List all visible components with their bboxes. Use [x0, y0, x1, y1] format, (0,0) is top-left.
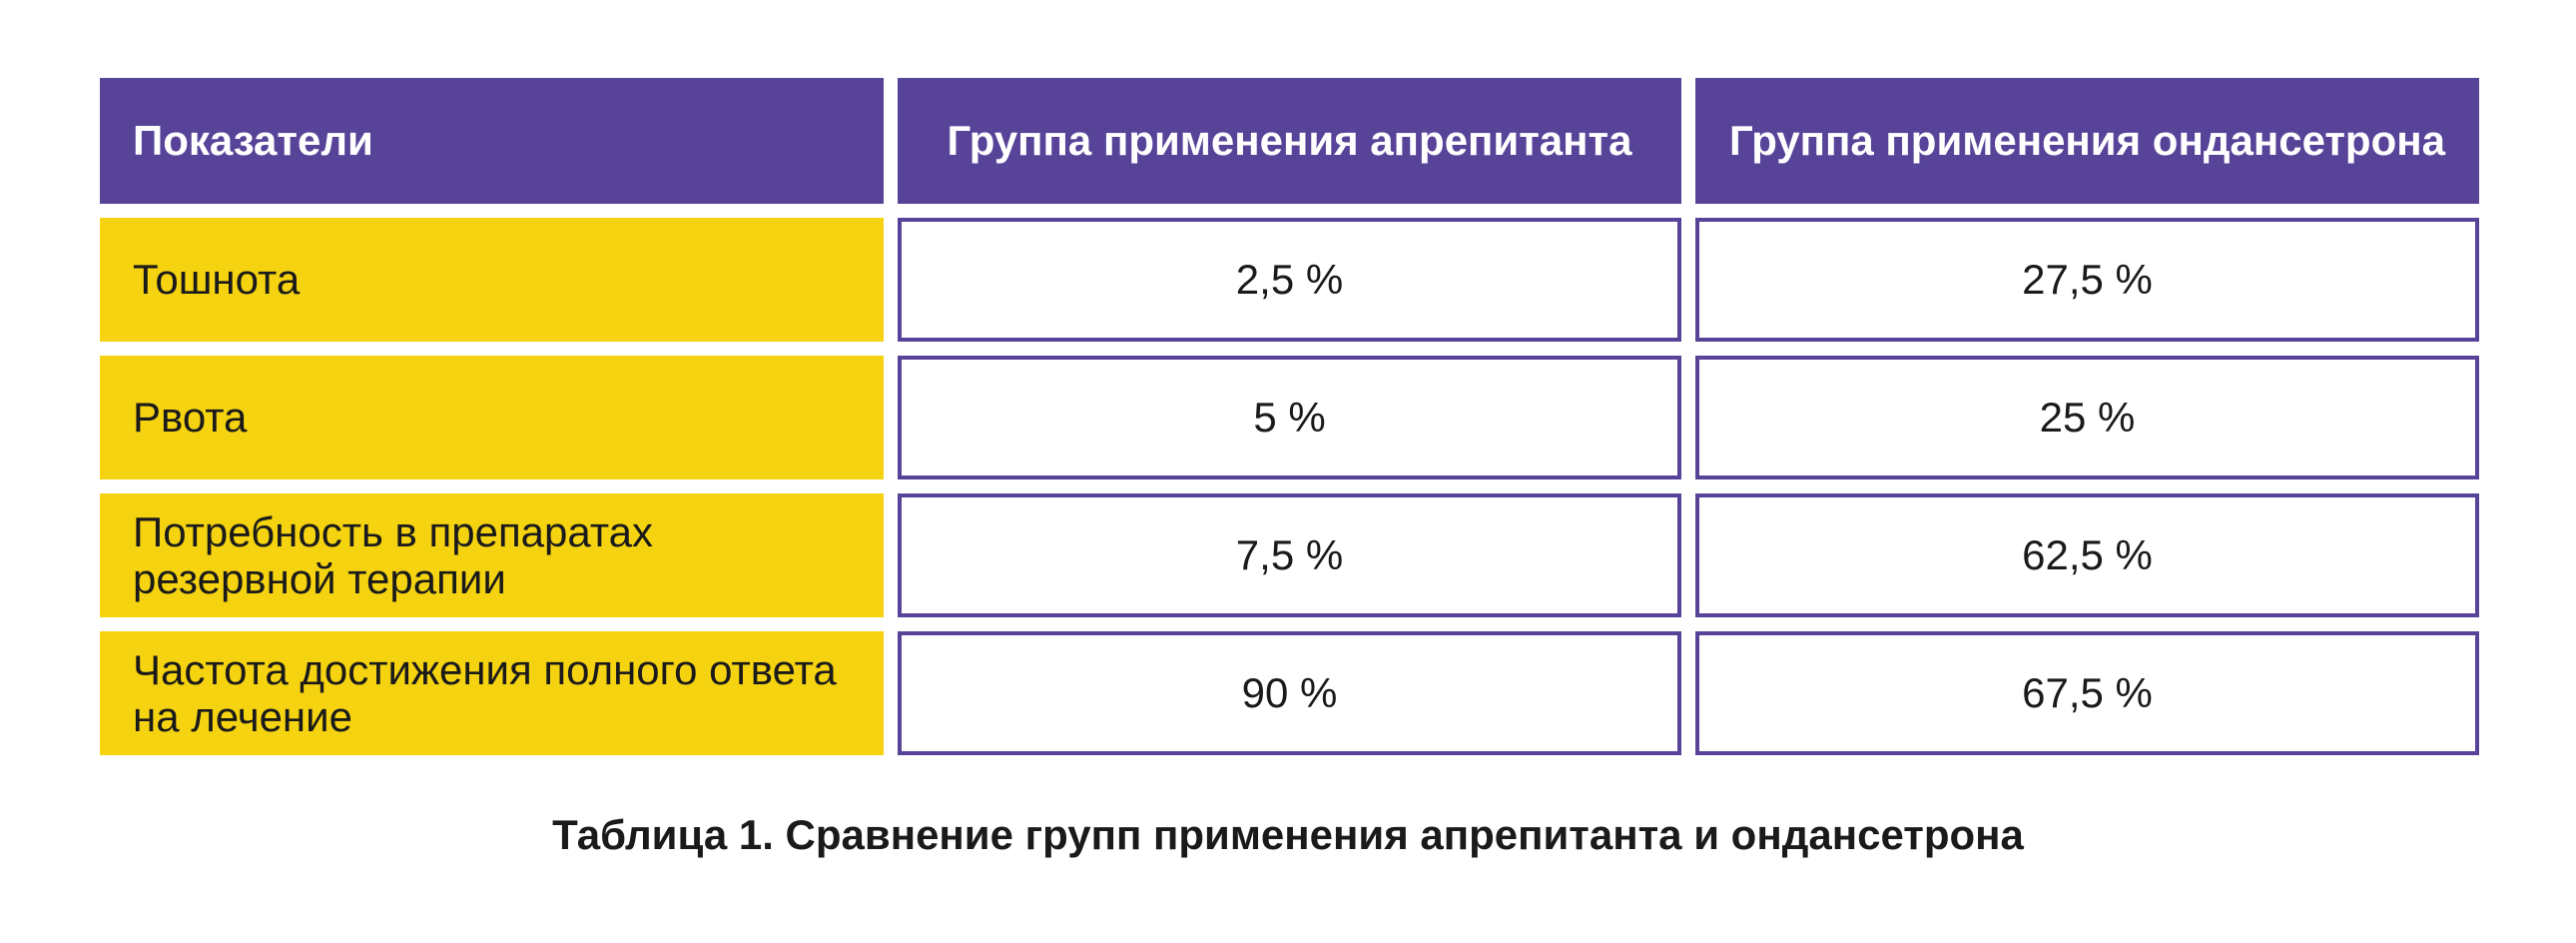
comparison-table: Показатели Группа применения апрепитанта…: [100, 78, 2479, 769]
ondansetron-value: 67,5 %: [1695, 631, 2479, 755]
row-label: Тошнота: [100, 218, 884, 342]
table-caption: Таблица 1. Сравнение групп применения ап…: [552, 811, 2024, 858]
aprepitant-value: 7,5 %: [898, 493, 1681, 617]
table-header-row: Показатели Группа применения апрепитанта…: [100, 78, 2479, 204]
table-row: Потребность в препаратах резервной терап…: [100, 493, 2479, 617]
row-label: Частота достижения полного ответа на леч…: [100, 631, 884, 755]
table-row: Рвота 5 % 25 %: [100, 356, 2479, 479]
row-label: Рвота: [100, 356, 884, 479]
ondansetron-value: 62,5 %: [1695, 493, 2479, 617]
ondansetron-value: 25 %: [1695, 356, 2479, 479]
aprepitant-value: 5 %: [898, 356, 1681, 479]
aprepitant-value: 2,5 %: [898, 218, 1681, 342]
header-aprepitant-group: Группа применения апрепитанта: [898, 78, 1681, 204]
row-label: Потребность в препаратах резервной терап…: [100, 493, 884, 617]
table-row: Тошнота 2,5 % 27,5 %: [100, 218, 2479, 342]
aprepitant-value: 90 %: [898, 631, 1681, 755]
ondansetron-value: 27,5 %: [1695, 218, 2479, 342]
header-ondansetron-group: Группа применения ондансетрона: [1695, 78, 2479, 204]
header-indicators: Показатели: [100, 78, 884, 204]
table-row: Частота достижения полного ответа на леч…: [100, 631, 2479, 755]
